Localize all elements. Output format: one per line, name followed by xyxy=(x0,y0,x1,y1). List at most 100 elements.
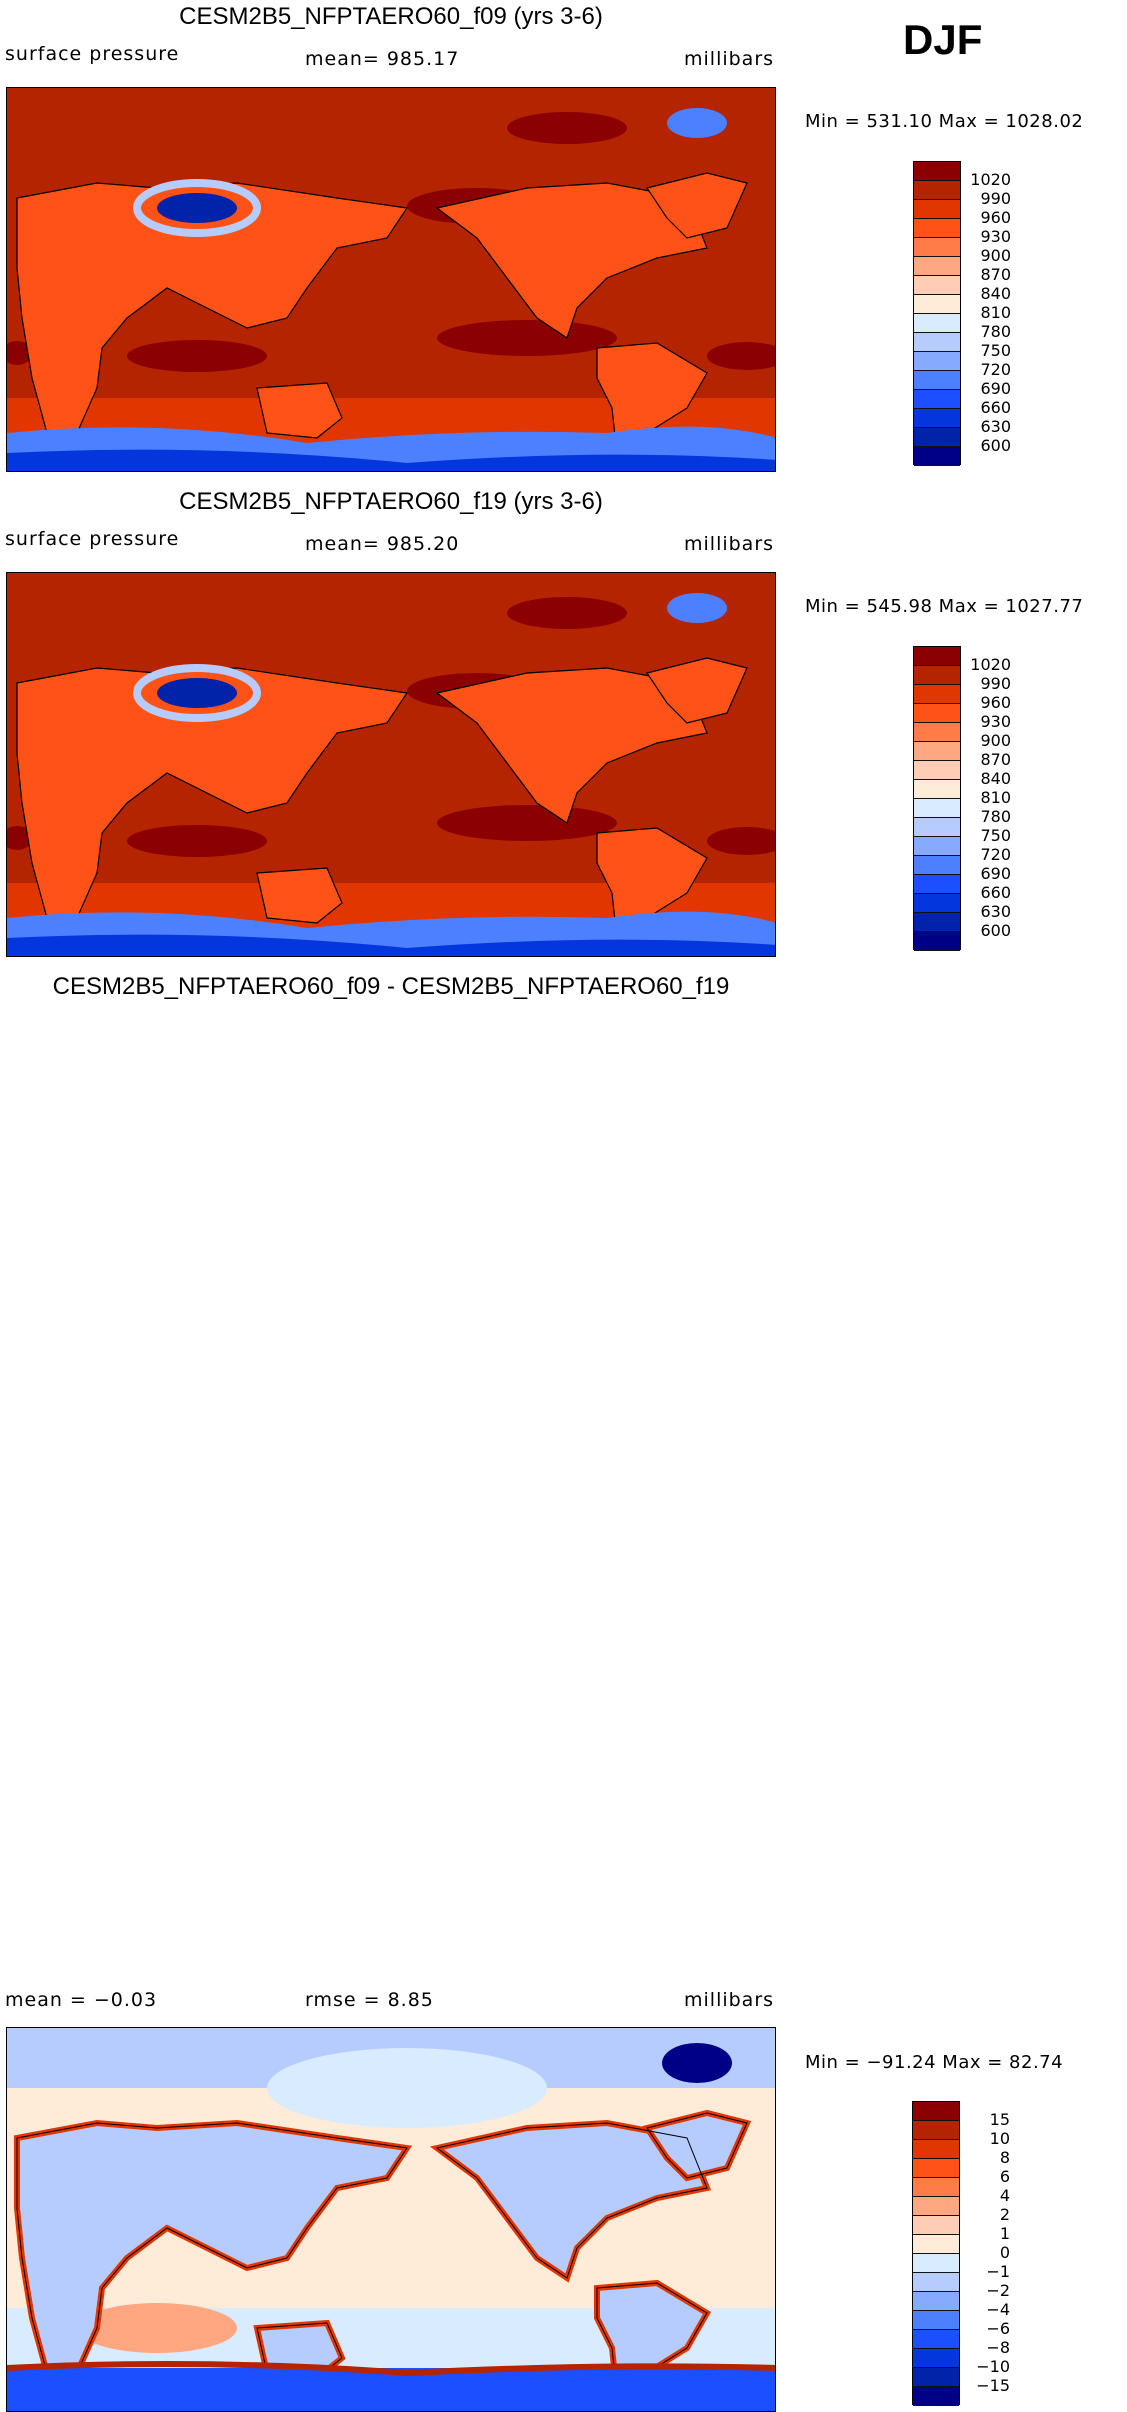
colorbar-label: 990 xyxy=(980,674,1011,693)
colorbar-bin xyxy=(914,428,960,447)
colorbar-label: 600 xyxy=(980,436,1011,455)
colorbar-bin xyxy=(914,238,960,257)
colorbar-bin xyxy=(914,257,960,276)
colorbar-label: 1 xyxy=(999,2224,1010,2243)
colorbar-bin xyxy=(913,2216,959,2235)
panel-title: CESM2B5_NFPTAERO60_f09 (yrs 3-6) xyxy=(179,3,603,30)
colorbar-label: 600 xyxy=(980,921,1011,940)
colorbar-label: 870 xyxy=(980,265,1011,284)
colorbar-bin xyxy=(913,2159,959,2178)
colorbar-label: 870 xyxy=(980,750,1011,769)
colorbar-label: 0 xyxy=(999,2243,1010,2262)
colorbar-bin xyxy=(914,666,960,685)
colorbar-label: 840 xyxy=(980,769,1011,788)
map-panel xyxy=(6,87,776,472)
colorbar-label: 720 xyxy=(980,360,1011,379)
panel-left-label: surface pressure xyxy=(5,528,180,550)
colorbar-label: 750 xyxy=(980,826,1011,845)
colorbar-label: 1020 xyxy=(970,655,1011,674)
panel-units: millibars xyxy=(684,533,775,555)
colorbar-label: 1020 xyxy=(970,170,1011,189)
map-panel xyxy=(6,2027,776,2412)
min-max-label: Min = 545.98 Max = 1027.77 xyxy=(805,596,1084,617)
colorbar xyxy=(912,2101,960,2406)
colorbar-label: 900 xyxy=(980,246,1011,265)
colorbar-bin xyxy=(914,447,960,466)
colorbar-label: 780 xyxy=(980,322,1011,341)
map-panel xyxy=(6,572,776,957)
colorbar-label: 750 xyxy=(980,341,1011,360)
colorbar-label: −10 xyxy=(976,2357,1010,2376)
colorbar-label: 15 xyxy=(989,2110,1010,2129)
colorbar-bin xyxy=(913,2254,959,2273)
colorbar-label: 960 xyxy=(980,208,1011,227)
colorbar-bin xyxy=(914,181,960,200)
min-max-label: Min = 531.10 Max = 1028.02 xyxy=(805,111,1084,132)
colorbar-bin xyxy=(914,219,960,238)
colorbar-label: −8 xyxy=(986,2338,1010,2357)
colorbar-label: 900 xyxy=(980,731,1011,750)
colorbar-bin xyxy=(914,704,960,723)
colorbar-bin xyxy=(913,2292,959,2311)
colorbar-label: 930 xyxy=(980,227,1011,246)
panel-units: millibars xyxy=(684,1989,775,2011)
colorbar-label: 6 xyxy=(999,2167,1010,2186)
colorbar-label: −6 xyxy=(986,2319,1010,2338)
colorbar-label: 810 xyxy=(980,788,1011,807)
colorbar-label: 660 xyxy=(980,883,1011,902)
colorbar-bin xyxy=(914,333,960,352)
colorbar-bin xyxy=(914,647,960,666)
colorbar-label: 630 xyxy=(980,902,1011,921)
colorbar-bin xyxy=(914,200,960,219)
panel-center-label: mean= 985.20 xyxy=(305,533,460,555)
colorbar-bin xyxy=(914,371,960,390)
colorbar-bin xyxy=(914,894,960,913)
colorbar-label: 960 xyxy=(980,693,1011,712)
colorbar-bin xyxy=(913,2273,959,2292)
colorbar-bin xyxy=(914,856,960,875)
colorbar-bin xyxy=(914,761,960,780)
colorbar xyxy=(913,646,961,951)
colorbar-label: 4 xyxy=(999,2186,1010,2205)
colorbar-bin xyxy=(914,818,960,837)
colorbar-bin xyxy=(914,913,960,932)
colorbar-bin xyxy=(914,685,960,704)
colorbar-label: −1 xyxy=(986,2262,1010,2281)
colorbar-label: −15 xyxy=(976,2376,1010,2395)
colorbar-bin xyxy=(913,2235,959,2254)
colorbar-bin xyxy=(913,2311,959,2330)
colorbar-bin xyxy=(913,2349,959,2368)
colorbar-bin xyxy=(914,799,960,818)
colorbar-bin xyxy=(913,2178,959,2197)
colorbar-label: 2 xyxy=(999,2205,1010,2224)
colorbar-label: 690 xyxy=(980,379,1011,398)
colorbar-bin xyxy=(913,2387,959,2406)
colorbar-bin xyxy=(914,932,960,951)
colorbar-bin xyxy=(914,390,960,409)
colorbar-bin xyxy=(914,409,960,428)
colorbar-label: 10 xyxy=(989,2129,1010,2148)
colorbar-bin xyxy=(914,723,960,742)
colorbar-label: 690 xyxy=(980,864,1011,883)
colorbar xyxy=(913,161,961,466)
colorbar-bin xyxy=(913,2102,959,2121)
colorbar-bin xyxy=(914,352,960,371)
colorbar-bin xyxy=(913,2140,959,2159)
colorbar-label: 840 xyxy=(980,284,1011,303)
min-max-label: Min = −91.24 Max = 82.74 xyxy=(805,2052,1064,2073)
colorbar-label: 660 xyxy=(980,398,1011,417)
colorbar-bin xyxy=(913,2368,959,2387)
colorbar-label: 720 xyxy=(980,845,1011,864)
colorbar-bin xyxy=(914,314,960,333)
colorbar-bin xyxy=(913,2330,959,2349)
panel-title: CESM2B5_NFPTAERO60_f09 - CESM2B5_NFPTAER… xyxy=(52,973,730,1000)
colorbar-label: 990 xyxy=(980,189,1011,208)
colorbar-bin xyxy=(914,742,960,761)
colorbar-label: 8 xyxy=(999,2148,1010,2167)
colorbar-label: −4 xyxy=(986,2300,1010,2319)
colorbar-bin xyxy=(914,875,960,894)
colorbar-bin xyxy=(914,780,960,799)
colorbar-label: 930 xyxy=(980,712,1011,731)
colorbar-bin xyxy=(914,295,960,314)
colorbar-bin xyxy=(913,2197,959,2216)
